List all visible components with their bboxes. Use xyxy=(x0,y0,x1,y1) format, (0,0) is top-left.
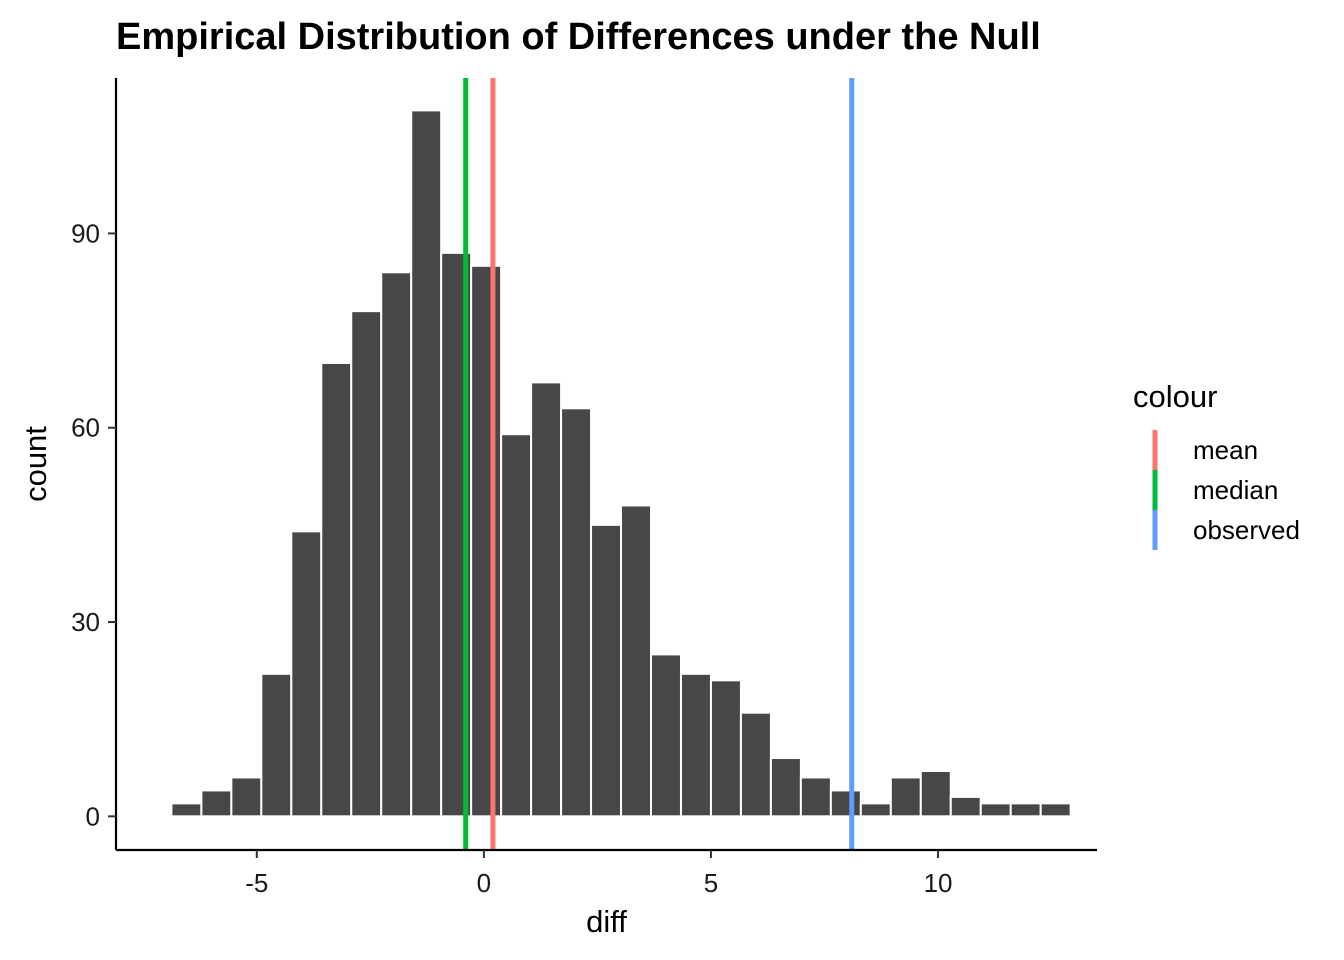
histogram-bar xyxy=(260,672,293,818)
histogram-bar xyxy=(799,776,832,818)
x-tick-label: -5 xyxy=(245,868,268,898)
y-tick-label: 90 xyxy=(71,218,100,248)
histogram-bar xyxy=(769,757,802,818)
reference-lines-layer xyxy=(463,78,855,850)
bars-layer xyxy=(170,109,1072,818)
x-tick-label: 0 xyxy=(477,868,491,898)
chart-title: Empirical Distribution of Differences un… xyxy=(116,16,1041,58)
histogram-bar xyxy=(380,271,413,818)
axes-layer: -5 0 5 10 0 30 60 90 xyxy=(71,78,1097,898)
x-tick-label: 5 xyxy=(704,868,718,898)
histogram-bar xyxy=(560,407,593,818)
histogram-bar xyxy=(530,381,563,818)
histogram-bar xyxy=(650,653,682,818)
observed-legend-label: observed xyxy=(1193,515,1300,545)
histogram-bar xyxy=(829,789,862,818)
legend-title: colour xyxy=(1133,379,1217,414)
histogram-bar xyxy=(1009,802,1042,818)
median-legend-label: median xyxy=(1193,475,1278,505)
legend: colour mean median observed xyxy=(1133,379,1300,550)
y-axis-title: count xyxy=(18,426,53,502)
y-tick-label: 60 xyxy=(71,413,100,443)
histogram-bar xyxy=(320,361,353,818)
histogram-bar xyxy=(889,776,922,818)
histogram-bar xyxy=(410,109,443,818)
histogram-bar xyxy=(949,795,982,818)
histogram-bar xyxy=(470,264,503,818)
mean-legend-label: mean xyxy=(1193,435,1258,465)
histogram-bar xyxy=(859,802,892,818)
histogram-bar xyxy=(350,310,383,818)
histogram-bar xyxy=(979,802,1012,818)
x-tick-label: 10 xyxy=(924,868,953,898)
x-axis-title: diff xyxy=(586,904,627,939)
histogram-bar xyxy=(739,711,772,818)
histogram-bar xyxy=(200,789,233,818)
histogram-bar xyxy=(679,672,712,818)
histogram-bar xyxy=(1039,802,1072,818)
histogram-bar xyxy=(620,504,653,818)
histogram-bar xyxy=(230,776,263,818)
histogram-bar xyxy=(919,769,952,818)
histogram-bar xyxy=(590,523,623,818)
histogram-bar xyxy=(290,530,323,818)
histogram-bar xyxy=(709,679,742,818)
histogram-bar xyxy=(170,802,203,818)
histogram-bar xyxy=(500,433,533,818)
y-tick-label: 30 xyxy=(71,607,100,637)
y-tick-label: 0 xyxy=(86,801,100,831)
